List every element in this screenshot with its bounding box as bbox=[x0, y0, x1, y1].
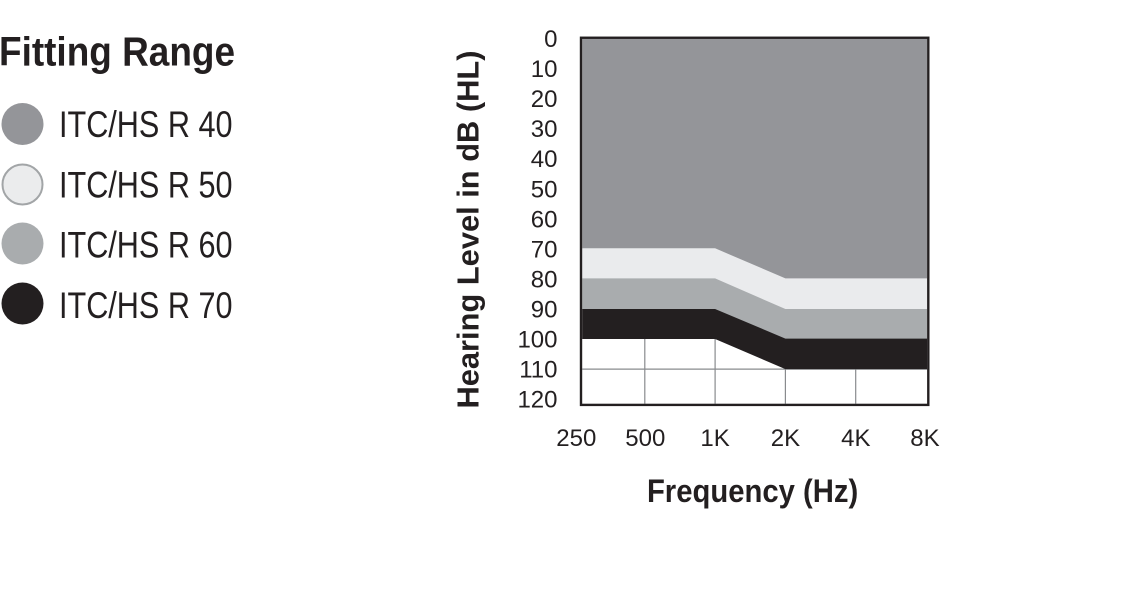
svg-text:4K: 4K bbox=[841, 425, 870, 452]
svg-text:ITC/HS R 50: ITC/HS R 50 bbox=[59, 163, 233, 205]
svg-text:ITC/HS R 70: ITC/HS R 70 bbox=[59, 284, 233, 326]
svg-text:80: 80 bbox=[531, 266, 558, 293]
svg-text:Frequency (Hz): Frequency (Hz) bbox=[647, 473, 858, 509]
svg-text:2K: 2K bbox=[771, 425, 800, 452]
svg-text:8K: 8K bbox=[910, 425, 939, 452]
svg-text:0: 0 bbox=[544, 26, 557, 53]
svg-text:70: 70 bbox=[531, 236, 558, 263]
svg-text:500: 500 bbox=[625, 425, 665, 452]
svg-text:50: 50 bbox=[531, 176, 558, 203]
svg-text:30: 30 bbox=[531, 116, 558, 143]
svg-text:Hearing Level in dB (HL): Hearing Level in dB (HL) bbox=[451, 51, 486, 409]
svg-text:90: 90 bbox=[531, 296, 558, 323]
svg-text:110: 110 bbox=[519, 357, 557, 384]
svg-text:250: 250 bbox=[556, 425, 596, 452]
svg-text:Fitting Range: Fitting Range bbox=[0, 29, 235, 75]
svg-text:60: 60 bbox=[531, 206, 558, 233]
svg-text:10: 10 bbox=[531, 56, 558, 83]
svg-text:ITC/HS R 40: ITC/HS R 40 bbox=[59, 103, 233, 145]
svg-text:40: 40 bbox=[531, 146, 558, 173]
svg-text:100: 100 bbox=[517, 327, 557, 354]
svg-text:20: 20 bbox=[531, 86, 558, 113]
svg-text:ITC/HS R 60: ITC/HS R 60 bbox=[59, 224, 233, 266]
svg-text:1K: 1K bbox=[700, 425, 729, 452]
svg-text:120: 120 bbox=[517, 387, 557, 414]
